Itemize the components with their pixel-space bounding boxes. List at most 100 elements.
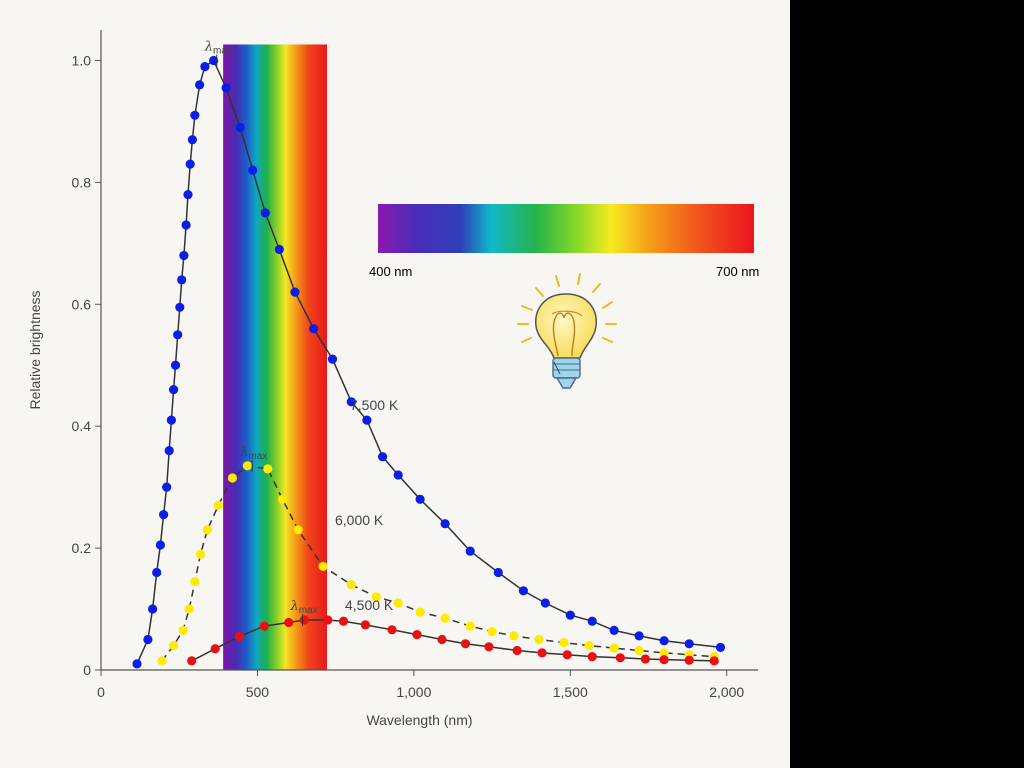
x-tick-label: 1,500 <box>553 684 588 700</box>
series-label: 7,500 K <box>350 397 399 413</box>
data-point <box>284 617 294 628</box>
data-point <box>132 659 142 669</box>
data-point <box>715 642 726 653</box>
data-point <box>684 655 694 665</box>
strip-start-label: 400 nm <box>369 264 412 279</box>
data-point <box>327 354 338 364</box>
data-point <box>143 634 153 645</box>
data-point <box>299 615 309 625</box>
data-point <box>587 652 597 662</box>
data-point <box>235 122 245 133</box>
data-point <box>290 287 300 297</box>
data-point <box>562 650 572 660</box>
data-point <box>195 80 205 90</box>
data-point <box>412 630 422 640</box>
data-point <box>615 653 625 663</box>
data-point <box>559 638 569 648</box>
data-point <box>378 452 388 462</box>
data-point <box>465 546 475 556</box>
data-point <box>187 656 197 666</box>
visible-band-rect <box>223 44 327 670</box>
data-point <box>609 625 619 636</box>
data-point <box>684 639 694 649</box>
data-point <box>360 620 370 630</box>
reference-spectrum-strip: 400 nm 700 nm <box>369 204 759 279</box>
data-point <box>584 641 594 651</box>
data-point <box>200 62 210 72</box>
data-point <box>152 567 162 578</box>
data-point <box>259 621 269 631</box>
data-point <box>277 494 288 504</box>
series-label: 6,000 K <box>335 512 384 528</box>
data-point <box>179 250 189 261</box>
x-tick-label: 2,000 <box>709 684 744 700</box>
data-point <box>634 631 644 641</box>
x-axis-title: Wavelength (nm) <box>366 712 472 728</box>
data-point <box>190 110 200 120</box>
lambda-max-label: λmax <box>204 39 232 56</box>
slide: 0 500 1,000 1,500 2,000 0 0.2 0.4 0.6 0.8 1.0 Wavel… <box>0 0 790 768</box>
data-point <box>437 634 447 645</box>
data-point <box>166 415 176 425</box>
data-point <box>169 641 179 651</box>
data-point <box>465 621 475 631</box>
x-tick-label: 1,000 <box>396 684 431 700</box>
data-point <box>184 604 194 614</box>
data-point <box>659 648 669 658</box>
data-point <box>274 244 284 254</box>
data-point <box>346 397 356 407</box>
data-point <box>159 509 169 520</box>
data-point <box>659 636 669 646</box>
data-point <box>393 598 403 608</box>
data-point <box>387 625 397 635</box>
data-point <box>242 461 252 471</box>
data-point <box>195 549 206 559</box>
data-point <box>512 645 522 656</box>
data-point <box>484 642 494 652</box>
data-point <box>175 302 185 312</box>
y-axis-title: Relative brightness <box>27 290 43 409</box>
data-point <box>210 644 220 654</box>
data-point <box>213 500 223 510</box>
data-point <box>323 615 333 625</box>
data-point <box>190 577 200 587</box>
data-point <box>440 613 450 623</box>
x-tick-label: 0 <box>97 684 105 700</box>
data-point <box>534 634 544 645</box>
data-point <box>209 55 219 66</box>
y-tick-label: 0 <box>83 662 91 678</box>
data-point <box>170 360 181 370</box>
series-label: 4,500 K <box>345 597 394 613</box>
data-point <box>221 83 231 93</box>
data-point <box>162 482 172 492</box>
y-tick-label: 0.4 <box>72 418 92 434</box>
data-point <box>173 330 183 340</box>
y-tick-label: 0.8 <box>72 174 92 190</box>
data-point <box>493 567 503 578</box>
data-point <box>540 598 550 608</box>
y-tick-label: 1.0 <box>72 52 92 68</box>
visible-spectrum-band <box>223 44 327 670</box>
data-point <box>518 586 529 596</box>
light-bulb-icon <box>517 273 617 389</box>
data-point <box>460 639 471 649</box>
blackbody-chart: 0 500 1,000 1,500 2,000 0 0.2 0.4 0.6 0.8 1.0 Wavel… <box>27 30 759 728</box>
data-point <box>187 135 197 145</box>
data-point <box>183 190 193 200</box>
data-point <box>338 616 349 626</box>
data-point <box>415 607 425 617</box>
data-point <box>659 655 669 665</box>
data-point <box>634 645 644 656</box>
data-point <box>202 525 212 535</box>
data-point <box>178 625 188 636</box>
data-point <box>537 648 547 658</box>
data-point <box>248 165 258 175</box>
data-point <box>185 159 195 169</box>
data-point <box>587 616 597 626</box>
data-point <box>565 610 575 620</box>
data-point <box>640 654 651 664</box>
data-point <box>177 275 187 285</box>
data-point <box>234 631 244 642</box>
series-layer <box>132 55 726 669</box>
data-point <box>393 470 403 480</box>
